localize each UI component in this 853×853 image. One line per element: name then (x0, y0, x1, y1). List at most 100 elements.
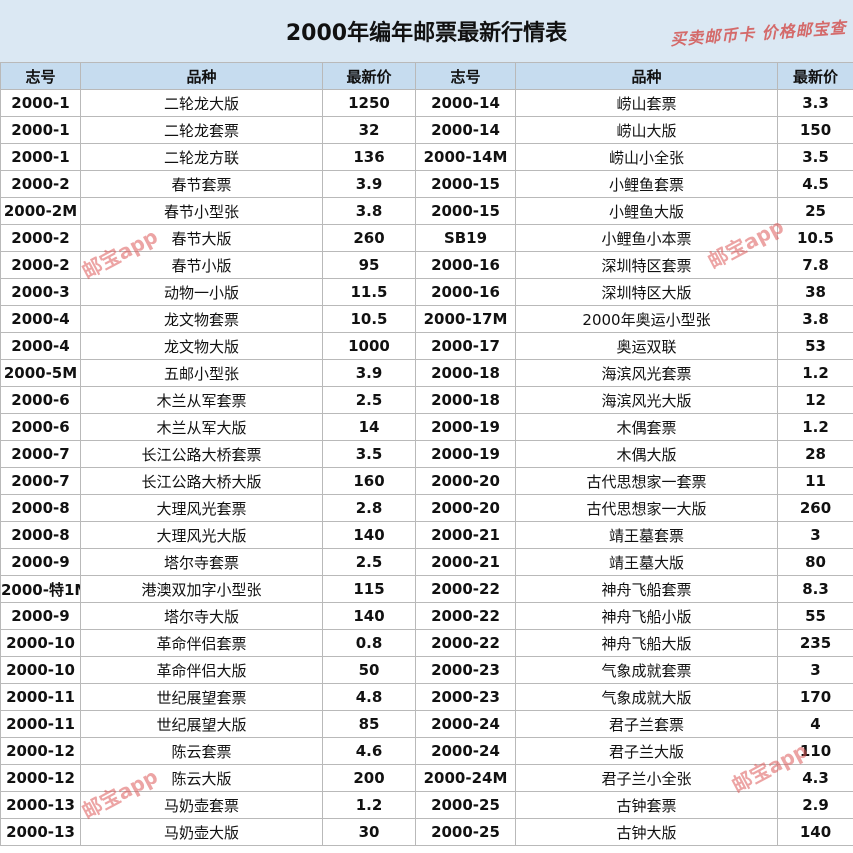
cell-name-left: 塔尔寺套票 (80, 548, 323, 576)
cell-price-right: 1.2 (777, 413, 853, 441)
cell-name-left: 马奶壶套票 (80, 791, 323, 819)
cell-code-right: 2000-25 (415, 818, 516, 846)
cell-code-left: 2000-2 (0, 224, 81, 252)
cell-price-left: 2.5 (322, 548, 416, 576)
cell-code-left: 2000-2 (0, 251, 81, 279)
header-row: 志号 品种 最新价 志号 品种 最新价 (0, 62, 853, 90)
cell-price-right: 140 (777, 818, 853, 846)
cell-name-right: 君子兰小全张 (515, 764, 778, 792)
cell-price-right: 3.5 (777, 143, 853, 171)
cell-name-left: 港澳双加字小型张 (80, 575, 323, 603)
cell-code-left: 2000-10 (0, 629, 81, 657)
cell-price-left: 50 (322, 656, 416, 684)
cell-code-left: 2000-12 (0, 737, 81, 765)
cell-code-right: 2000-21 (415, 521, 516, 549)
cell-name-left: 二轮龙大版 (80, 89, 323, 117)
cell-price-right: 2.9 (777, 791, 853, 819)
cell-price-right: 235 (777, 629, 853, 657)
cell-name-left: 五邮小型张 (80, 359, 323, 387)
cell-code-left: 2000-1 (0, 116, 81, 144)
cell-name-right: 木偶套票 (515, 413, 778, 441)
cell-name-left: 木兰从军大版 (80, 413, 323, 441)
cell-code-right: 2000-19 (415, 413, 516, 441)
header-price-right: 最新价 (777, 62, 853, 90)
cell-name-right: 君子兰套票 (515, 710, 778, 738)
table-row: 2000-2 春节大版 260 SB19 小鲤鱼小本票 10.5 (0, 224, 853, 252)
cell-price-right: 53 (777, 332, 853, 360)
cell-price-right: 12 (777, 386, 853, 414)
cell-price-left: 1250 (322, 89, 416, 117)
table-row: 2000-11 世纪展望套票 4.8 2000-23 气象成就大版 170 (0, 683, 853, 711)
cell-name-left: 春节套票 (80, 170, 323, 198)
cell-name-left: 木兰从军套票 (80, 386, 323, 414)
table-row: 2000-4 龙文物大版 1000 2000-17 奥运双联 53 (0, 332, 853, 360)
cell-name-right: 崂山大版 (515, 116, 778, 144)
price-table: 志号 品种 最新价 志号 品种 最新价 2000-1 二轮龙大版 1250 2000-… (0, 62, 853, 846)
table-row: 2000-13 马奶壶大版 30 2000-25 古钟大版 140 (0, 818, 853, 846)
cell-price-right: 25 (777, 197, 853, 225)
cell-name-left: 长江公路大桥套票 (80, 440, 323, 468)
cell-price-left: 140 (322, 521, 416, 549)
cell-price-left: 1.2 (322, 791, 416, 819)
cell-name-right: 神舟飞船套票 (515, 575, 778, 603)
cell-code-right: 2000-22 (415, 602, 516, 630)
cell-code-left: 2000-11 (0, 710, 81, 738)
cell-code-right: 2000-14M (415, 143, 516, 171)
cell-price-left: 32 (322, 116, 416, 144)
cell-code-left: 2000-10 (0, 656, 81, 684)
table-row: 2000-12 陈云大版 200 2000-24M 君子兰小全张 4.3 (0, 764, 853, 792)
cell-name-right: 深圳特区套票 (515, 251, 778, 279)
cell-name-right: 神舟飞船大版 (515, 629, 778, 657)
cell-name-right: 气象成就套票 (515, 656, 778, 684)
cell-name-left: 春节小版 (80, 251, 323, 279)
cell-code-right: 2000-17 (415, 332, 516, 360)
cell-name-left: 陈云套票 (80, 737, 323, 765)
cell-price-right: 150 (777, 116, 853, 144)
cell-code-right: 2000-15 (415, 170, 516, 198)
cell-code-left: 2000-12 (0, 764, 81, 792)
cell-name-right: 小鲤鱼小本票 (515, 224, 778, 252)
cell-name-left: 世纪展望套票 (80, 683, 323, 711)
cell-name-left: 陈云大版 (80, 764, 323, 792)
cell-name-right: 崂山套票 (515, 89, 778, 117)
cell-code-left: 2000-1 (0, 89, 81, 117)
cell-price-left: 1000 (322, 332, 416, 360)
table-body: 2000-1 二轮龙大版 1250 2000-14 崂山套票 3.3 2000-1 二轮龙套票… (0, 89, 853, 846)
table-row: 2000-10 革命伴侣大版 50 2000-23 气象成就套票 3 (0, 656, 853, 684)
cell-code-left: 2000-8 (0, 494, 81, 522)
cell-code-left: 2000-6 (0, 413, 81, 441)
cell-price-right: 260 (777, 494, 853, 522)
cell-code-left: 2000-1 (0, 143, 81, 171)
cell-name-right: 靖王墓套票 (515, 521, 778, 549)
cell-name-right: 君子兰大版 (515, 737, 778, 765)
cell-price-left: 115 (322, 575, 416, 603)
table-row: 2000-8 大理风光大版 140 2000-21 靖王墓套票 3 (0, 521, 853, 549)
title-bar (0, 0, 853, 62)
cell-code-right: 2000-22 (415, 575, 516, 603)
cell-price-left: 95 (322, 251, 416, 279)
cell-price-left: 10.5 (322, 305, 416, 333)
cell-code-right: 2000-17M (415, 305, 516, 333)
cell-name-right: 2000年奥运小型张 (515, 305, 778, 333)
cell-code-left: 2000-9 (0, 548, 81, 576)
cell-name-right: 古代思想家一大版 (515, 494, 778, 522)
header-name-left: 品种 (80, 62, 323, 90)
cell-code-left: 2000-4 (0, 332, 81, 360)
cell-code-right: 2000-21 (415, 548, 516, 576)
table-row: 2000-1 二轮龙大版 1250 2000-14 崂山套票 3.3 (0, 89, 853, 117)
table-row: 2000-7 长江公路大桥大版 160 2000-20 古代思想家一套票 11 (0, 467, 853, 495)
cell-code-left: 2000-5M (0, 359, 81, 387)
cell-name-right: 奥运双联 (515, 332, 778, 360)
cell-code-left: 2000-特1M (0, 575, 81, 603)
cell-code-right: 2000-22 (415, 629, 516, 657)
cell-price-right: 3.3 (777, 89, 853, 117)
cell-code-right: 2000-14 (415, 116, 516, 144)
cell-name-left: 马奶壶大版 (80, 818, 323, 846)
cell-code-left: 2000-3 (0, 278, 81, 306)
table-row: 2000-2 春节小版 95 2000-16 深圳特区套票 7.8 (0, 251, 853, 279)
cell-price-left: 3.8 (322, 197, 416, 225)
table-row: 2000-6 木兰从军套票 2.5 2000-18 海滨风光大版 12 (0, 386, 853, 414)
cell-price-left: 3.9 (322, 170, 416, 198)
cell-price-left: 200 (322, 764, 416, 792)
